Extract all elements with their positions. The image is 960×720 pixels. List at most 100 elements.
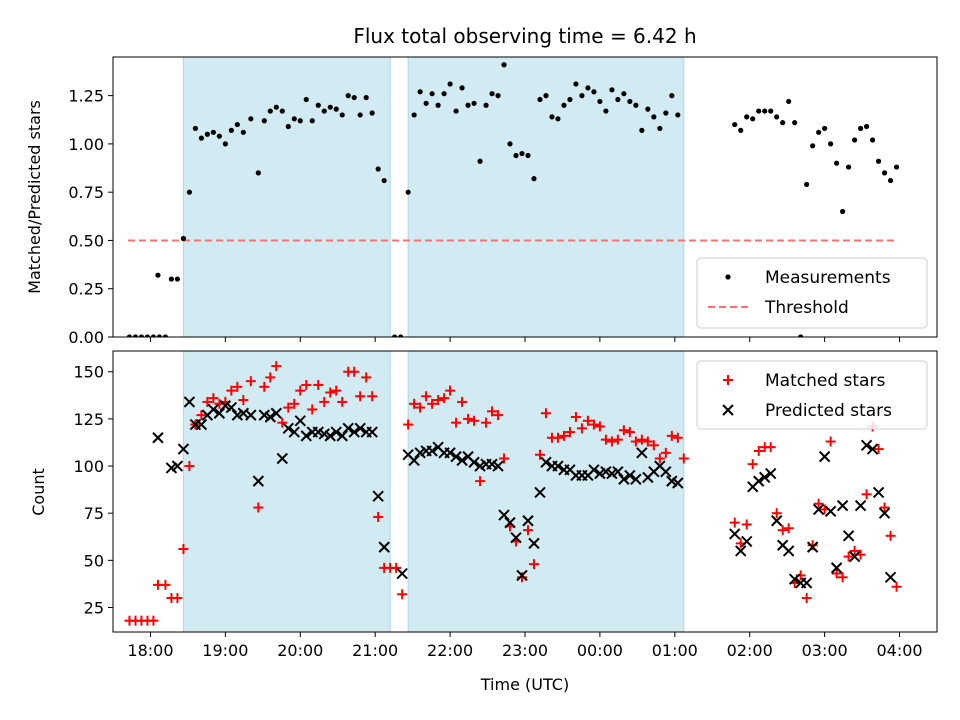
measurement-point — [543, 93, 549, 99]
measurement-point — [810, 143, 816, 149]
measurement-point — [591, 89, 597, 95]
measurement-point — [210, 129, 216, 135]
measurement-point — [579, 93, 585, 99]
matched-point — [421, 391, 432, 402]
matched-point — [238, 395, 249, 406]
predicted-point — [225, 401, 238, 414]
predicted-point — [800, 577, 813, 589]
count-y-axis-label: Count — [29, 468, 48, 516]
measurement-point — [333, 106, 339, 112]
matched-point — [654, 453, 665, 464]
matched-point — [837, 572, 848, 583]
predicted-point — [294, 415, 306, 427]
measurement-point — [834, 160, 840, 166]
matched-point — [630, 436, 641, 447]
matched-point — [232, 381, 243, 392]
matched-point — [265, 372, 276, 383]
predicted-point — [252, 475, 265, 487]
measurement-point — [285, 123, 291, 130]
measurement-point — [615, 96, 621, 103]
matched-point — [391, 562, 402, 573]
ratio-y-tick-label: 1.00 — [68, 135, 104, 154]
predicted-point — [282, 422, 294, 435]
measurement-point — [756, 108, 762, 114]
predicted-point — [288, 426, 300, 438]
predicted-point — [866, 443, 879, 455]
matched-point — [594, 421, 605, 432]
measurement-point — [651, 114, 657, 120]
measurement-point — [840, 208, 846, 215]
matched-point — [208, 393, 219, 404]
measurement-point — [513, 152, 519, 159]
measurement-point — [339, 112, 345, 118]
matched-point — [463, 413, 474, 424]
measurement-point — [519, 150, 525, 157]
matched-point — [849, 545, 860, 556]
measurement-point — [392, 334, 398, 337]
predicted-point — [806, 541, 819, 553]
measurement-point — [609, 87, 615, 93]
matched-point — [600, 434, 611, 445]
measurement-point — [603, 108, 609, 114]
measurement-point — [621, 91, 627, 97]
measurement-point — [234, 121, 240, 128]
measurement-point — [501, 62, 507, 68]
predicted-point — [836, 499, 849, 512]
measurement-point — [822, 125, 828, 132]
count-shaded-interval — [407, 350, 685, 633]
measurement-point — [423, 100, 429, 106]
matched-point — [636, 434, 647, 445]
measurement-point — [417, 89, 423, 95]
chart-title: Flux total observing time = 6.42 h — [353, 24, 696, 48]
matched-point — [277, 417, 288, 428]
measurement-point — [459, 85, 465, 91]
ratio-y-tick-label: 0.25 — [68, 280, 104, 299]
matched-point — [528, 559, 539, 570]
matched-point — [873, 444, 884, 455]
matched-point — [433, 395, 444, 406]
measurement-point — [489, 91, 495, 97]
count-x-tick-label: 00:00 — [577, 641, 623, 660]
matched-point — [678, 453, 689, 464]
predicted-point — [770, 515, 783, 527]
measurement-point — [852, 137, 858, 143]
measurement-point — [381, 177, 387, 184]
matched-point — [765, 442, 776, 453]
predicted-point — [213, 407, 226, 419]
matched-point — [777, 525, 788, 536]
predicted-point — [812, 503, 825, 516]
matched-point — [184, 461, 195, 472]
measurement-point — [357, 112, 363, 118]
count-legend: Matched stars Predicted stars — [696, 360, 928, 430]
count-x-tick-label: 04:00 — [876, 641, 922, 660]
matched-point — [843, 551, 854, 562]
measurement-point — [279, 108, 285, 114]
ratio-shaded-interval — [182, 56, 391, 338]
measurement-point — [435, 102, 441, 108]
measurement-point — [828, 141, 834, 147]
predicted-point — [456, 454, 468, 467]
measurement-point — [675, 112, 681, 118]
predicted-point — [207, 403, 220, 416]
matched-point — [160, 579, 171, 590]
measurement-point — [180, 235, 187, 242]
measurement-point — [291, 116, 297, 122]
matched-point — [253, 502, 264, 513]
measurement-point — [162, 334, 169, 337]
ratio-y-tick-label: 0.50 — [68, 231, 104, 250]
measurement-point — [657, 125, 663, 132]
predicted-point — [177, 443, 190, 455]
matched-point — [588, 419, 599, 430]
measurement-point — [471, 100, 477, 106]
measurement-point — [222, 141, 228, 147]
matched-point — [831, 568, 842, 579]
matched-point — [771, 508, 782, 519]
matched-point — [747, 459, 758, 470]
matched-point — [301, 379, 312, 390]
matched-point — [729, 517, 740, 528]
predicted-point — [741, 535, 753, 548]
legend-predicted-label: Predicted stars — [765, 401, 892, 421]
legend-matched-marker — [723, 375, 733, 385]
predicted-point — [270, 407, 283, 419]
measurement-point — [774, 114, 780, 120]
